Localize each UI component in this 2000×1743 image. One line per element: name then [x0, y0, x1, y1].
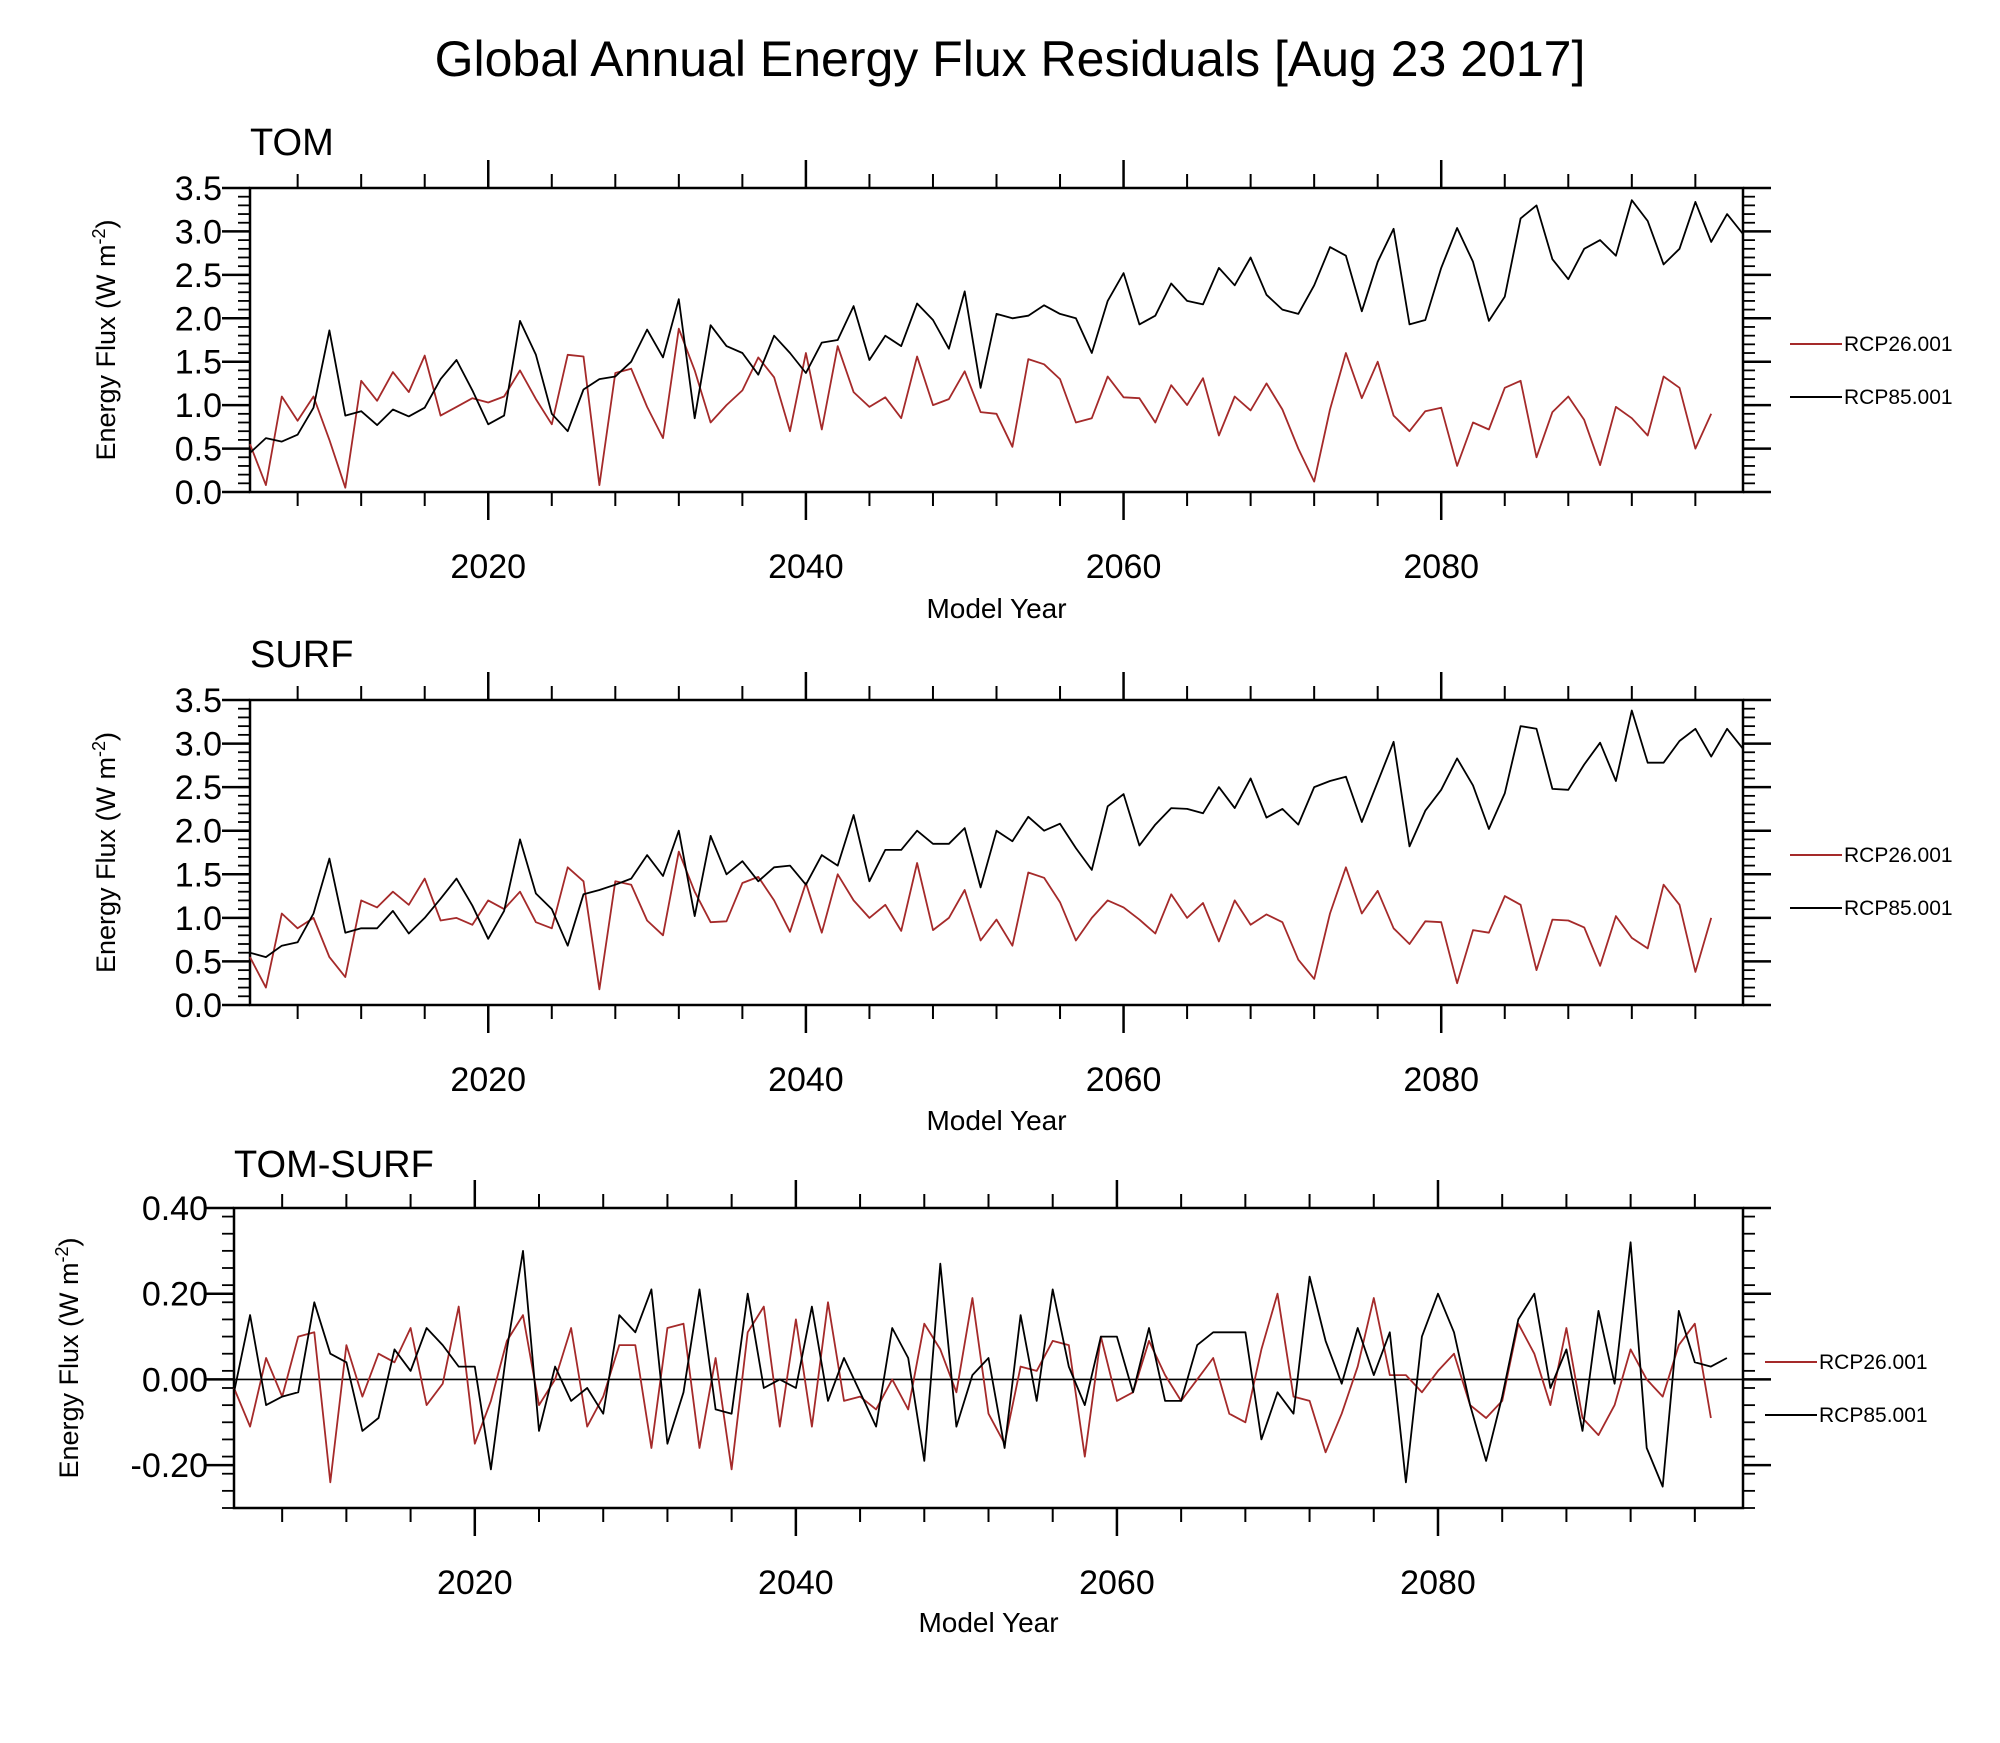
y-tick-label: 1.0	[175, 900, 222, 938]
x-tick-label: 2020	[450, 1061, 526, 1099]
y-tick-label: 0.40	[142, 1190, 208, 1228]
y-axis-title-end: )	[54, 1237, 84, 1246]
panel-tom-surf: TOM-SURF 2020 2040 2060 2080 -0.20 0.00 0.20 0.4…	[52, 1144, 1928, 1638]
y-axis-title-main: Energy Flux (W m	[54, 1262, 84, 1478]
panel-label: TOM	[250, 122, 334, 164]
y-tick-label: 1.5	[175, 344, 222, 382]
y-tick-label: 0.0	[175, 474, 222, 512]
y-tick-label: 0.5	[175, 431, 222, 469]
series-line-rcp85-001	[249, 709, 1744, 958]
y-tick-label: -0.20	[131, 1447, 209, 1485]
series-line-rcp26-001	[249, 327, 1713, 489]
x-tick-label: 2020	[450, 548, 526, 586]
x-tick-label: 2020	[437, 1564, 513, 1602]
y-tick-label: 0.00	[142, 1361, 208, 1399]
y-tick-label: 3.5	[175, 682, 222, 720]
x-tick-label: 2080	[1403, 1061, 1479, 1099]
x-axis-title: Model Year	[926, 1105, 1066, 1136]
x-tick-label: 2040	[768, 548, 844, 586]
panel-label: TOM-SURF	[234, 1144, 434, 1186]
y-tick-label: 2.0	[175, 813, 222, 851]
x-tick-label: 2060	[1086, 548, 1162, 586]
panel-tom: TOM 2020 2040 2060 2080 0.0 0.5 1.0 1.5 2.0 2.5 3.0…	[89, 122, 1953, 624]
y-axis-title-main: Energy Flux (W m	[91, 244, 121, 460]
y-tick-label: 1.5	[175, 856, 222, 894]
y-tick-label: 2.5	[175, 769, 222, 807]
legend-label: RCP85.001	[1844, 897, 1953, 920]
legend-label: RCP26.001	[1844, 333, 1953, 356]
legend-label: RCP85.001	[1844, 386, 1953, 409]
y-tick-label: 3.0	[175, 726, 222, 764]
series-line-rcp85-001	[233, 1241, 1728, 1488]
y-axis-title-sup: -2	[52, 1246, 72, 1262]
y-tick-label: 0.5	[175, 943, 222, 981]
y-tick-label: 0.0	[175, 987, 222, 1025]
y-tick-label: 2.0	[175, 300, 222, 338]
y-axis-title: Energy Flux (W m-2)	[52, 1237, 84, 1478]
legend-label: RCP26.001	[1819, 1351, 1928, 1374]
x-tick-label: 2080	[1400, 1564, 1476, 1602]
y-axis-title: Energy Flux (W m-2)	[89, 732, 121, 973]
y-axis-title-sup: -2	[89, 228, 109, 244]
series-line-rcp26-001	[233, 1292, 1712, 1484]
y-tick-label: 3.5	[175, 170, 222, 208]
y-axis-title-sup: -2	[89, 741, 109, 757]
x-tick-label: 2060	[1079, 1564, 1155, 1602]
series-line-rcp26-001	[249, 850, 1713, 991]
x-axis-title: Model Year	[918, 1607, 1058, 1638]
series-line-rcp85-001	[249, 199, 1744, 454]
y-tick-label: 3.0	[175, 213, 222, 251]
x-tick-label: 2080	[1403, 548, 1479, 586]
x-axis-title: Model Year	[926, 593, 1066, 624]
x-tick-label: 2040	[768, 1061, 844, 1099]
panel-surf: SURF 2020 2040 2060 2080 0.0 0.5 1.0 1.5 2.0 2.5 3.…	[89, 634, 1953, 1136]
y-tick-label: 2.5	[175, 257, 222, 295]
y-tick-label: 1.0	[175, 387, 222, 425]
figure-title: Global Annual Energy Flux Residuals [Aug…	[435, 31, 1586, 87]
x-tick-label: 2060	[1086, 1061, 1162, 1099]
legend-label: RCP26.001	[1844, 844, 1953, 867]
y-axis-title-end: )	[91, 732, 121, 741]
y-axis-title-main: Energy Flux (W m	[91, 757, 121, 973]
y-axis-title-end: )	[91, 219, 121, 228]
x-tick-label: 2040	[758, 1564, 834, 1602]
y-tick-label: 0.20	[142, 1276, 208, 1314]
y-axis-title: Energy Flux (W m-2)	[89, 219, 121, 460]
legend-label: RCP85.001	[1819, 1404, 1928, 1427]
panel-label: SURF	[250, 634, 353, 676]
